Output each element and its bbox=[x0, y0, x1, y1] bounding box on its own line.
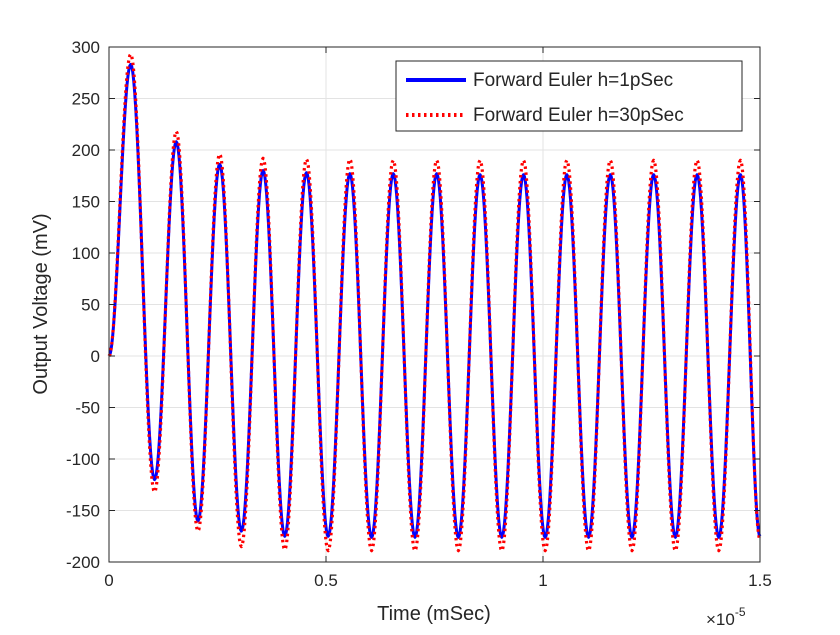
x-axis-label: Time (mSec) bbox=[377, 603, 491, 625]
x-tick-label: 1 bbox=[538, 571, 547, 590]
x-tick-label: 0.5 bbox=[314, 571, 338, 590]
series-line-1 bbox=[107, 63, 762, 539]
series-layer bbox=[107, 52, 762, 553]
x-axis-exponent-power: -5 bbox=[735, 605, 746, 619]
ticks: 0 0.5 1 1.5 -200 -150 -100 -50 0 50 100 150 200 250 30… bbox=[66, 38, 772, 590]
legend-label-series-2: Forward Euler h=30pSec bbox=[473, 105, 684, 126]
legend-box bbox=[395, 60, 743, 132]
y-tick-label: -150 bbox=[66, 502, 100, 521]
y-tick-label: 0 bbox=[91, 347, 100, 366]
x-tick-label: 0 bbox=[104, 571, 113, 590]
x-axis-exponent-base: ×10 bbox=[706, 610, 735, 629]
legend: Forward Euler h=1pSec Forward Euler h=30… bbox=[395, 60, 743, 132]
y-tick-label: -50 bbox=[75, 399, 100, 418]
y-tick-label: 150 bbox=[72, 193, 100, 212]
y-tick-label: 50 bbox=[81, 296, 100, 315]
legend-label-series-1: Forward Euler h=1pSec bbox=[473, 70, 673, 91]
y-tick-label: -200 bbox=[66, 553, 100, 572]
y-tick-label: 100 bbox=[72, 244, 100, 263]
y-tick-label: -100 bbox=[66, 450, 100, 469]
y-tick-label: 300 bbox=[72, 38, 100, 57]
x-tick-label: 1.5 bbox=[748, 571, 772, 590]
y-tick-label: 200 bbox=[72, 141, 100, 160]
series-line-2 bbox=[107, 52, 762, 553]
y-tick-label: 250 bbox=[72, 90, 100, 109]
y-axis-label: Output Voltage (mV) bbox=[30, 213, 52, 394]
x-axis-exponent: ×10-5 bbox=[706, 605, 746, 629]
